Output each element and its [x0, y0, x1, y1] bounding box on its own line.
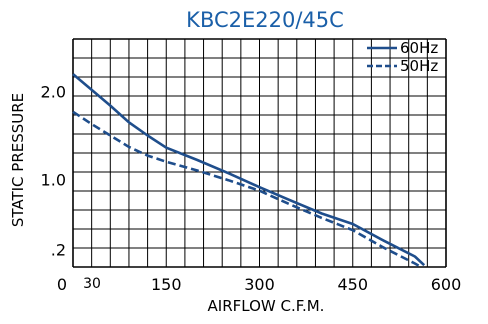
x-axis-title: AIRFLOW C.F.M.	[208, 297, 325, 315]
legend-label-50hz: 50Hz	[400, 57, 438, 75]
x-tick-label: 150	[151, 275, 182, 294]
y-tick-label: .2	[51, 240, 66, 259]
y-tick-label: 1.0	[41, 170, 66, 189]
x-tick-label: 300	[244, 275, 275, 294]
y-axis-title: STATIC PRESSURE	[9, 93, 27, 227]
chart-title: KBC2E220/45C	[186, 8, 344, 32]
grid	[72, 38, 447, 268]
x-tick-label: 450	[337, 275, 368, 294]
tick-labels: 0 30 150 300 450 600 2.0 1.0 .2	[41, 83, 462, 294]
series-line-60hz	[72, 73, 426, 267]
legend-label-60hz: 60Hz	[400, 39, 438, 57]
series-line-50hz	[72, 110, 422, 269]
x-tick-label: 30	[83, 276, 101, 292]
y-tick-label: 2.0	[41, 83, 66, 102]
x-tick-label: 0	[57, 275, 67, 294]
series-group	[72, 73, 426, 269]
x-tick-label: 600	[431, 275, 462, 294]
